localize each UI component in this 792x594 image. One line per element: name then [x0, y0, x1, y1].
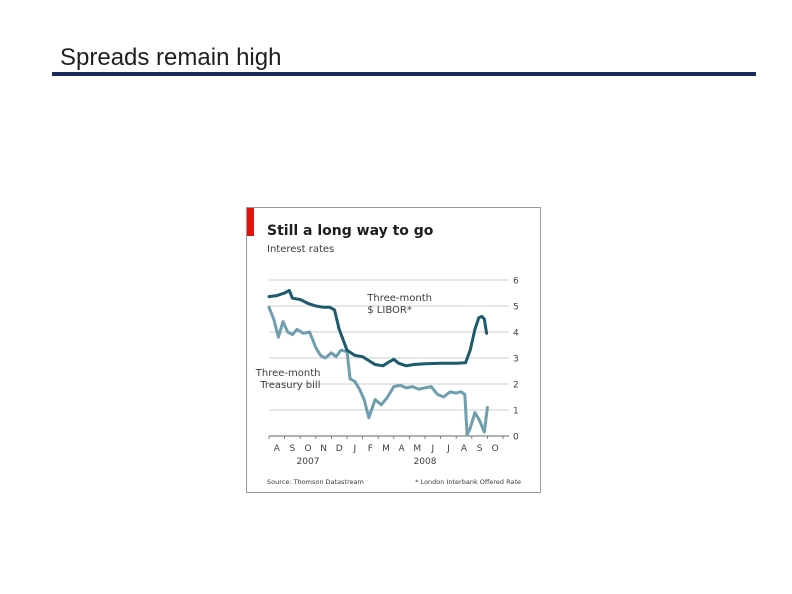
y-tick-label: 4: [513, 329, 519, 339]
chart-footnote: * London Interbank Offered Rate: [415, 478, 521, 486]
series-line-0: [267, 288, 489, 368]
y-tick-label: 3: [513, 355, 519, 365]
x-tick-label: N: [320, 444, 327, 454]
year-label: 2008: [414, 457, 437, 467]
x-tick-label: S: [477, 444, 483, 454]
x-tick-label: M: [382, 444, 390, 454]
y-tick-label: 5: [513, 303, 519, 313]
series-label-0: Three-month: [366, 293, 432, 304]
y-tick-label: 2: [513, 381, 519, 391]
series-label-0: $ LIBOR*: [367, 305, 412, 316]
x-tick-label: D: [336, 444, 343, 454]
y-tick-label: 0: [513, 433, 519, 443]
title-underline: [52, 72, 756, 76]
x-tick-label: J: [446, 444, 450, 454]
x-tick-label: J: [430, 444, 434, 454]
slide-title: Spreads remain high: [60, 44, 282, 71]
series-lines: [267, 288, 489, 437]
chart-title: Still a long way to go: [267, 223, 434, 239]
chart-subtitle: Interest rates: [267, 244, 334, 255]
x-tick-label: O: [492, 444, 499, 454]
y-tick-label: 1: [513, 407, 519, 417]
chart-accent-bar: [247, 208, 254, 236]
x-tick-label: O: [304, 444, 311, 454]
series-label-1: Treasury bill: [259, 380, 320, 391]
x-tick-label: J: [352, 444, 356, 454]
y-axis-labels: 0 1 2 3 4 5 6: [513, 277, 519, 443]
x-tick-label: A: [399, 444, 406, 454]
x-tick-label: M: [413, 444, 421, 454]
x-tick-label: A: [274, 444, 281, 454]
year-label: 2007: [297, 457, 320, 467]
series-line-1: [267, 305, 489, 437]
y-tick-label: 6: [513, 277, 519, 287]
x-tick-label: F: [368, 444, 373, 454]
x-tick-label: A: [461, 444, 468, 454]
chart-source: Source: Thomson Datastream: [267, 478, 364, 486]
x-tick-label: S: [290, 444, 296, 454]
series-label-1: Three-month: [255, 368, 321, 379]
